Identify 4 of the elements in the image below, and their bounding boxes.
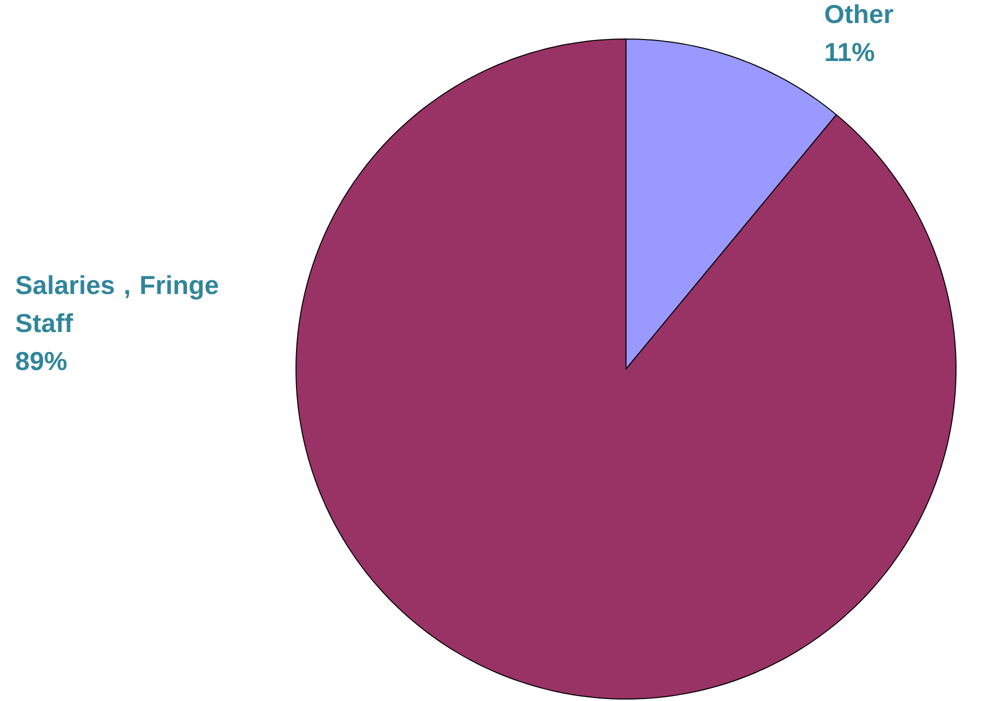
slice-label: Salaries , Fringe Staff [16,275,218,332]
slice-label: Other [825,4,894,24]
data-label: 11% [826,42,874,62]
data-label: 89% [16,352,67,370]
